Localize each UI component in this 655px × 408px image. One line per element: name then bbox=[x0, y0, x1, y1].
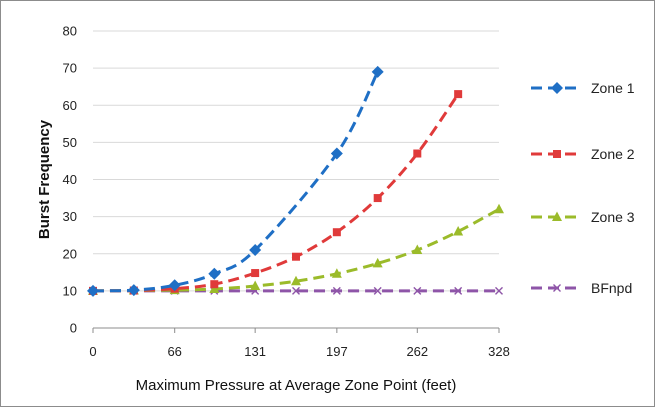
legend-label: BFnpd bbox=[591, 280, 632, 296]
series-zone-2 bbox=[89, 90, 463, 295]
legend-entry: Zone 1 bbox=[531, 80, 635, 96]
x-axis-title: Maximum Pressure at Average Zone Point (… bbox=[136, 377, 457, 394]
x-tick-label: 0 bbox=[89, 344, 96, 359]
series-zone-3 bbox=[88, 203, 504, 295]
data-point-triangle bbox=[494, 203, 504, 214]
y-tick-label: 50 bbox=[63, 135, 77, 150]
legend-label: Zone 3 bbox=[591, 209, 635, 225]
x-tick-label: 197 bbox=[326, 344, 348, 359]
data-point-triangle bbox=[331, 268, 342, 278]
gridlines bbox=[93, 30, 499, 292]
x-tick-label: 262 bbox=[406, 344, 428, 359]
data-point-diamond bbox=[371, 65, 384, 78]
legend-entry: BFnpd bbox=[531, 280, 632, 296]
data-point-triangle bbox=[372, 257, 383, 268]
data-point-x bbox=[292, 286, 300, 295]
data-point-triangle bbox=[412, 244, 423, 255]
y-tick-label: 10 bbox=[63, 283, 77, 298]
legend-label: Zone 1 bbox=[591, 80, 635, 96]
series-line bbox=[92, 71, 380, 293]
data-point-triangle bbox=[552, 211, 562, 221]
tick-labels: 0 10 20 30 40 50 60 70 80 0 66 131 197 262 328 bbox=[63, 24, 510, 360]
legend-label: Zone 2 bbox=[591, 146, 635, 162]
data-point-square bbox=[251, 269, 260, 278]
y-tick-label: 70 bbox=[63, 61, 77, 76]
data-point-x bbox=[553, 284, 561, 292]
x-tick-label: 66 bbox=[167, 344, 181, 359]
data-point-diamond bbox=[127, 284, 140, 297]
data-point-triangle bbox=[209, 283, 220, 294]
legend-entry: Zone 3 bbox=[531, 209, 635, 225]
y-tick-label: 60 bbox=[63, 98, 77, 113]
series-line bbox=[92, 93, 460, 293]
y-tick-label: 0 bbox=[70, 321, 77, 336]
axes bbox=[92, 327, 500, 333]
x-tick-label: 131 bbox=[244, 344, 266, 359]
x-tick-label: 328 bbox=[488, 344, 510, 359]
data-point-diamond bbox=[551, 82, 563, 94]
data-point-square bbox=[553, 150, 561, 158]
data-point-x bbox=[332, 286, 341, 295]
data-point-diamond bbox=[330, 147, 343, 160]
data-point-x bbox=[495, 286, 503, 295]
data-point-square bbox=[210, 280, 219, 289]
data-point-diamond bbox=[87, 284, 99, 297]
data-point-square bbox=[454, 90, 463, 99]
legend: Zone 1 Zone 2 Zone 3 BFnpd bbox=[531, 80, 635, 296]
data-point-x bbox=[373, 286, 382, 295]
data-point-triangle bbox=[453, 225, 464, 236]
data-point-square bbox=[332, 228, 341, 237]
series-lines bbox=[87, 65, 504, 297]
data-point-x bbox=[413, 286, 422, 295]
data-point-triangle bbox=[250, 280, 261, 291]
series-zone-1 bbox=[87, 65, 384, 297]
data-point-diamond bbox=[208, 267, 221, 280]
data-point-diamond bbox=[168, 279, 181, 292]
data-point-square bbox=[413, 149, 422, 158]
y-tick-label: 20 bbox=[63, 246, 77, 261]
y-axis-title: Burst Frequency bbox=[36, 119, 53, 239]
y-tick-label: 30 bbox=[63, 209, 77, 224]
data-point-triangle bbox=[291, 275, 301, 286]
legend-entry: Zone 2 bbox=[531, 146, 635, 162]
y-tick-label: 40 bbox=[63, 172, 77, 187]
data-point-square bbox=[373, 194, 382, 203]
data-point-x bbox=[454, 286, 463, 295]
data-point-square bbox=[292, 252, 300, 261]
y-tick-label: 80 bbox=[63, 24, 77, 39]
data-point-diamond bbox=[249, 244, 262, 257]
